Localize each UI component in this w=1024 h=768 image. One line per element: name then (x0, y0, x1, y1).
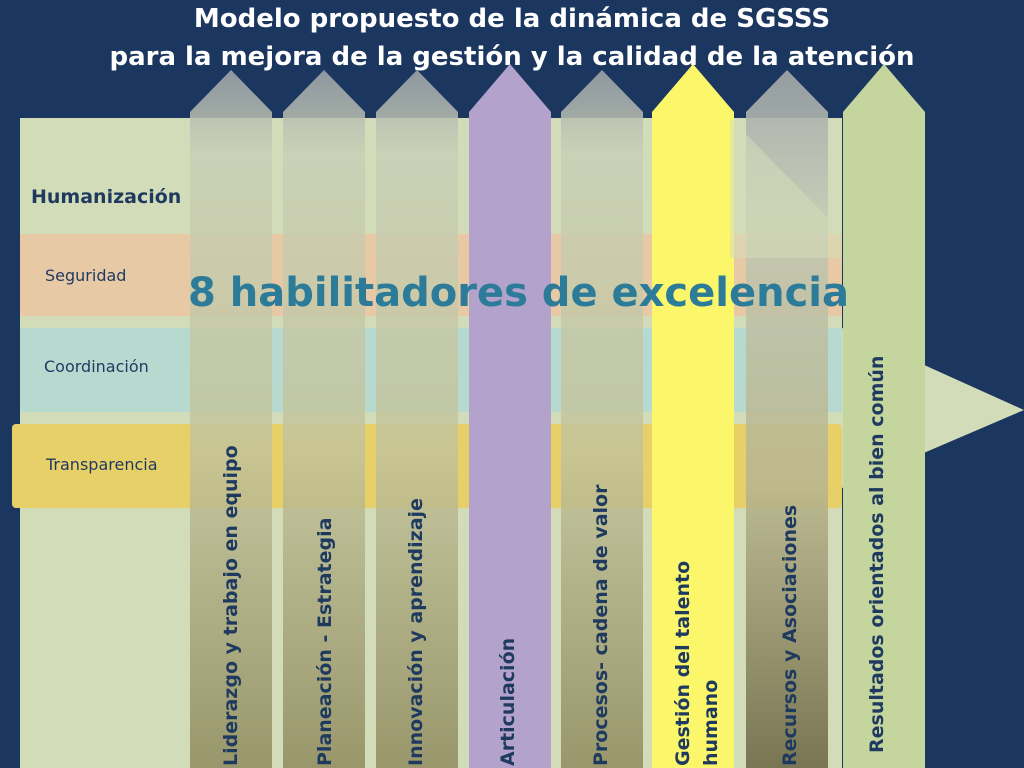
title-line-1: Modelo propuesto de la dinámica de SGSSS (193, 4, 831, 34)
label-transparencia: Transparencia (46, 455, 158, 474)
label-humanizacion: Humanización (31, 186, 182, 208)
enabler-label-8: Resultados orientados al bien común (866, 355, 888, 753)
main-heading: 8 habilitadores de excelencia (188, 270, 849, 316)
label-coordinacion: Coordinación (44, 357, 149, 376)
label-seguridad: Seguridad (45, 266, 127, 285)
